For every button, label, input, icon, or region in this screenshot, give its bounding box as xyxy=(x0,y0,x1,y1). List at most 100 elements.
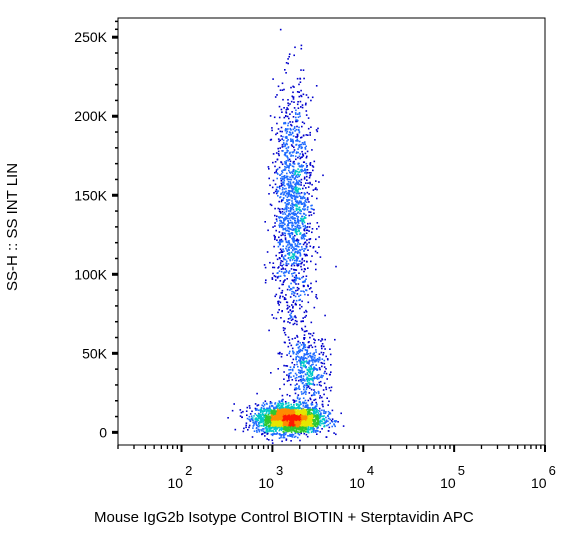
data-point xyxy=(280,108,283,111)
data-point xyxy=(294,204,297,207)
data-point xyxy=(301,361,304,364)
data-point xyxy=(261,410,264,413)
data-point xyxy=(284,334,287,336)
data-point xyxy=(298,413,300,416)
data-point xyxy=(302,375,305,377)
data-point xyxy=(290,316,293,319)
data-point xyxy=(301,371,303,374)
data-point xyxy=(302,422,304,425)
data-point xyxy=(275,415,277,417)
data-point xyxy=(280,161,283,164)
data-point xyxy=(290,123,292,126)
data-point xyxy=(283,175,286,177)
data-point xyxy=(284,258,287,261)
data-point xyxy=(295,158,297,161)
data-point xyxy=(293,192,295,194)
data-point xyxy=(280,238,283,241)
data-point xyxy=(294,302,297,305)
data-point xyxy=(274,426,277,428)
data-point xyxy=(290,319,293,321)
data-point xyxy=(274,418,277,420)
data-point xyxy=(301,349,304,352)
data-point xyxy=(297,394,300,396)
data-point xyxy=(297,190,299,193)
data-point xyxy=(308,241,310,244)
data-point xyxy=(310,366,312,368)
data-point xyxy=(308,366,310,369)
data-point xyxy=(282,234,284,236)
data-point xyxy=(281,82,284,85)
data-point xyxy=(284,218,287,221)
data-point xyxy=(301,413,303,415)
data-point xyxy=(292,272,295,274)
data-point xyxy=(307,426,310,429)
data-point xyxy=(270,418,273,421)
data-point xyxy=(317,339,320,341)
data-point xyxy=(286,304,289,307)
data-point xyxy=(283,419,286,421)
data-point xyxy=(287,336,290,339)
data-point xyxy=(272,420,274,423)
data-point xyxy=(297,403,299,406)
data-point xyxy=(304,227,306,230)
data-point xyxy=(276,215,278,218)
data-point xyxy=(272,153,275,155)
data-point xyxy=(241,416,243,419)
data-point xyxy=(273,245,275,248)
data-point xyxy=(288,379,290,382)
data-point xyxy=(296,427,298,430)
data-point xyxy=(282,268,285,270)
data-point xyxy=(288,430,290,433)
data-point xyxy=(290,86,292,89)
data-point xyxy=(287,157,289,159)
data-point xyxy=(304,420,306,423)
data-point xyxy=(281,434,283,436)
data-point xyxy=(281,175,283,178)
data-point xyxy=(277,368,279,370)
data-point xyxy=(274,190,277,193)
data-point xyxy=(266,423,268,425)
data-point xyxy=(303,268,306,270)
data-point xyxy=(274,420,276,423)
data-point xyxy=(280,222,283,224)
data-point xyxy=(279,174,281,176)
data-point xyxy=(261,417,264,420)
data-point xyxy=(273,432,276,435)
data-point xyxy=(294,319,297,322)
data-point xyxy=(305,289,307,291)
data-point xyxy=(304,422,307,424)
data-point xyxy=(291,237,293,240)
data-point xyxy=(290,204,292,207)
data-point xyxy=(283,116,286,119)
data-point xyxy=(310,404,313,406)
data-point xyxy=(297,116,300,118)
data-point xyxy=(311,414,313,417)
data-point xyxy=(290,251,293,254)
data-point xyxy=(284,419,287,422)
data-point xyxy=(321,338,324,341)
data-point xyxy=(299,298,301,301)
data-point xyxy=(298,434,301,436)
data-point xyxy=(303,178,306,180)
data-point xyxy=(253,424,255,426)
data-point xyxy=(281,224,284,227)
data-point xyxy=(248,424,251,427)
data-point xyxy=(296,176,299,179)
data-point xyxy=(286,354,288,356)
data-point xyxy=(283,175,285,178)
data-point xyxy=(277,300,279,303)
data-point xyxy=(300,195,302,198)
data-point xyxy=(312,427,314,429)
data-point xyxy=(303,361,305,364)
data-point xyxy=(273,116,276,119)
data-point xyxy=(265,429,268,432)
data-point xyxy=(308,201,310,203)
data-point xyxy=(264,432,266,434)
data-point xyxy=(295,283,297,285)
data-point xyxy=(278,429,281,432)
data-point xyxy=(289,416,292,418)
data-point xyxy=(303,264,305,266)
data-point xyxy=(300,106,302,108)
data-point xyxy=(263,415,265,417)
data-point xyxy=(294,198,297,201)
